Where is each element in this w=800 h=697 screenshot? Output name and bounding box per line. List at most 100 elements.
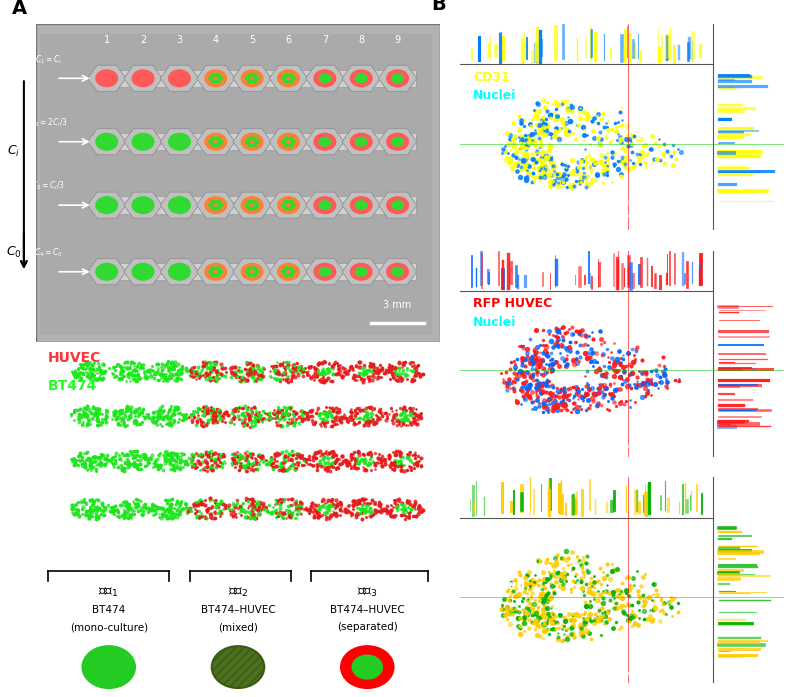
Circle shape [218, 76, 223, 81]
Circle shape [215, 273, 221, 277]
Text: (separated): (separated) [337, 622, 398, 632]
Circle shape [208, 139, 214, 144]
Circle shape [204, 263, 227, 281]
Circle shape [354, 137, 368, 147]
Text: BT474–HUVEC: BT474–HUVEC [201, 604, 275, 615]
Circle shape [283, 79, 289, 84]
Circle shape [252, 136, 258, 141]
Circle shape [318, 267, 331, 277]
Circle shape [288, 206, 294, 210]
Text: B: B [431, 0, 446, 14]
Text: XZ plane: XZ plane [473, 26, 513, 36]
Circle shape [210, 143, 216, 147]
Circle shape [215, 206, 221, 210]
Text: (mono-culture): (mono-culture) [70, 622, 148, 632]
Circle shape [168, 196, 191, 214]
Circle shape [281, 139, 286, 144]
Circle shape [277, 69, 300, 87]
Text: $C_0$: $C_0$ [6, 245, 22, 260]
Circle shape [314, 69, 336, 87]
Text: Nuclei: Nuclei [473, 89, 516, 102]
Text: $C_2 = 2C_i/3$: $C_2 = 2C_i/3$ [29, 116, 68, 129]
Circle shape [254, 270, 260, 274]
Text: (mixed): (mixed) [218, 622, 258, 632]
Circle shape [283, 143, 289, 147]
Circle shape [241, 132, 264, 151]
Circle shape [281, 76, 286, 81]
Text: Merged: Merged [473, 579, 526, 592]
Bar [93, 133, 416, 151]
Text: Nuclei: Nuclei [473, 316, 516, 329]
Circle shape [218, 203, 223, 208]
Circle shape [318, 137, 331, 147]
Bar [93, 263, 416, 280]
Circle shape [277, 263, 300, 281]
Text: $C_3 = C_i/3$: $C_3 = C_i/3$ [31, 180, 66, 192]
Ellipse shape [212, 646, 264, 688]
Circle shape [290, 139, 296, 144]
Text: 6: 6 [286, 36, 291, 45]
Circle shape [247, 136, 253, 141]
Circle shape [386, 196, 409, 214]
Circle shape [247, 79, 253, 84]
Circle shape [288, 143, 294, 147]
Circle shape [210, 266, 216, 270]
Circle shape [290, 76, 296, 81]
Circle shape [218, 139, 223, 144]
Circle shape [204, 196, 227, 214]
Circle shape [208, 76, 214, 81]
Circle shape [281, 203, 286, 208]
Circle shape [95, 132, 118, 151]
Circle shape [245, 203, 250, 208]
Circle shape [391, 137, 404, 147]
Circle shape [95, 69, 118, 87]
Text: 5: 5 [244, 537, 250, 546]
Text: RFP HUVEC: RFP HUVEC [473, 297, 552, 310]
Circle shape [210, 136, 216, 141]
Circle shape [283, 266, 289, 270]
Circle shape [218, 270, 223, 274]
Circle shape [208, 203, 214, 208]
Circle shape [254, 76, 260, 81]
Circle shape [354, 73, 368, 84]
Text: 6: 6 [283, 537, 290, 546]
Ellipse shape [341, 646, 394, 688]
Circle shape [215, 72, 221, 77]
Circle shape [254, 139, 260, 144]
Circle shape [252, 273, 258, 277]
Text: $C_i$: $C_i$ [7, 144, 20, 159]
Circle shape [290, 203, 296, 208]
Ellipse shape [351, 654, 383, 680]
Circle shape [391, 267, 404, 277]
Circle shape [386, 69, 409, 87]
Circle shape [245, 76, 250, 81]
Text: 9: 9 [401, 537, 406, 546]
Text: 3: 3 [166, 537, 172, 546]
Circle shape [350, 69, 373, 87]
Circle shape [252, 206, 258, 210]
Circle shape [131, 196, 154, 214]
Circle shape [252, 266, 258, 270]
Text: 1: 1 [104, 36, 110, 45]
Circle shape [354, 267, 368, 277]
Circle shape [288, 136, 294, 141]
Circle shape [168, 132, 191, 151]
Text: 모델$_2$: 모델$_2$ [228, 585, 248, 599]
Text: $C_1 = C_i$: $C_1 = C_i$ [34, 53, 62, 66]
Circle shape [247, 273, 253, 277]
Text: 7: 7 [322, 537, 329, 546]
Text: 9: 9 [394, 36, 401, 45]
Circle shape [247, 206, 253, 210]
Ellipse shape [82, 646, 135, 688]
Circle shape [215, 143, 221, 147]
Circle shape [391, 200, 404, 210]
Circle shape [391, 73, 404, 84]
Circle shape [204, 132, 227, 151]
Text: 모델$_3$: 모델$_3$ [357, 585, 378, 599]
Circle shape [210, 72, 216, 77]
Circle shape [252, 72, 258, 77]
Circle shape [131, 263, 154, 281]
Circle shape [318, 73, 331, 84]
Text: HUVEC: HUVEC [48, 351, 102, 365]
Bar [93, 70, 416, 87]
